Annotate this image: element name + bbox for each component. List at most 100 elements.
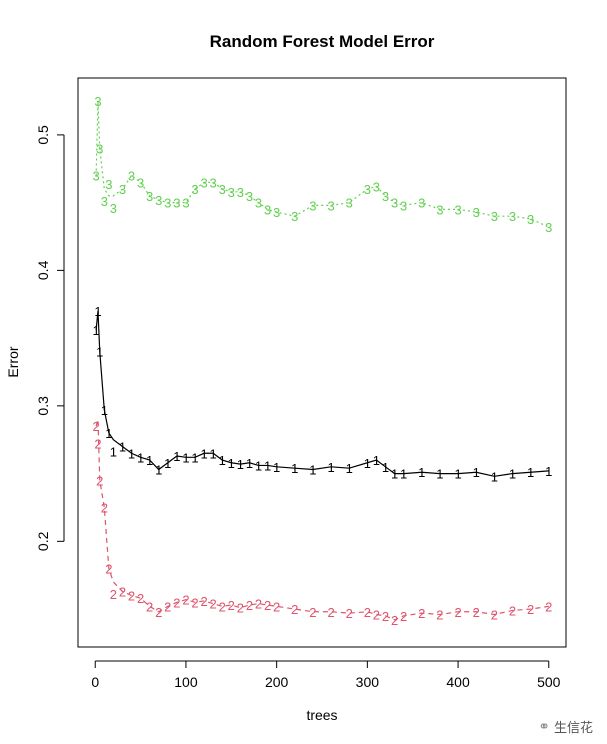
data-point: 3: [173, 196, 180, 211]
data-point: 3: [373, 179, 380, 194]
data-point: 3: [119, 182, 126, 197]
data-point: 2: [382, 609, 389, 624]
data-point: 1: [182, 450, 189, 465]
data-point: 1: [105, 426, 112, 441]
data-point: 1: [210, 446, 217, 461]
data-point: 2: [246, 598, 253, 613]
wechat-icon: ⚭: [538, 718, 550, 734]
data-point: 1: [391, 467, 398, 482]
data-point: 1: [473, 465, 480, 480]
data-point: 2: [436, 607, 443, 622]
data-point: 2: [273, 599, 280, 614]
data-point: 2: [182, 593, 189, 608]
data-point: 2: [94, 436, 101, 451]
data-point: 1: [110, 445, 117, 460]
y-tick-label: 0.5: [35, 125, 51, 145]
series-line: [95, 310, 549, 477]
data-point: 3: [454, 202, 461, 217]
data-point: 3: [436, 202, 443, 217]
data-point: 1: [400, 467, 407, 482]
data-point: 1: [346, 461, 353, 476]
data-point: 2: [327, 605, 334, 620]
data-point: 2: [473, 605, 480, 620]
data-point: 1: [155, 463, 162, 478]
data-point: 2: [309, 605, 316, 620]
data-point: 2: [93, 419, 100, 434]
data-point: 2: [454, 605, 461, 620]
data-point: 2: [373, 607, 380, 622]
data-point: 3: [309, 198, 316, 213]
data-point: 2: [391, 613, 398, 628]
data-point: 3: [137, 175, 144, 190]
data-point: 3: [200, 175, 207, 190]
data-point: 1: [382, 460, 389, 475]
data-point: 1: [94, 304, 101, 319]
data-point: 3: [264, 202, 271, 217]
data-point: 1: [96, 345, 103, 360]
data-point: 1: [436, 467, 443, 482]
data-point: 3: [237, 185, 244, 200]
data-point: 3: [246, 189, 253, 204]
data-point: 2: [264, 598, 271, 613]
data-point: 1: [146, 453, 153, 468]
data-point: 2: [191, 595, 198, 610]
data-point: 3: [146, 189, 153, 204]
data-point: 1: [137, 450, 144, 465]
data-point: 1: [527, 465, 534, 480]
data-point: 1: [545, 464, 552, 479]
data-point: 1: [219, 453, 226, 468]
data-point: 1: [454, 467, 461, 482]
y-tick-label: 0.2: [35, 531, 51, 551]
data-point: 3: [105, 177, 112, 192]
x-tick-label: 500: [537, 674, 561, 690]
data-point: 3: [400, 198, 407, 213]
data-point: 2: [128, 589, 135, 604]
chart-title: Random Forest Model Error: [210, 32, 435, 51]
watermark: ⚭ 生信花: [538, 717, 593, 736]
watermark-text: 生信花: [553, 720, 593, 735]
data-point: 1: [101, 403, 108, 418]
data-point: 2: [173, 595, 180, 610]
x-axis-label: trees: [306, 707, 337, 723]
data-point: 3: [219, 182, 226, 197]
data-point: 1: [418, 465, 425, 480]
data-point: 3: [327, 198, 334, 213]
data-point: 2: [219, 599, 226, 614]
data-point: 1: [164, 456, 171, 471]
data-point: 1: [291, 461, 298, 476]
data-point: 3: [545, 220, 552, 235]
data-point: 3: [291, 209, 298, 224]
x-tick-label: 200: [265, 674, 289, 690]
data-point: 2: [346, 606, 353, 621]
data-point: 3: [155, 193, 162, 208]
data-point: 1: [509, 467, 516, 482]
data-point: 1: [273, 460, 280, 475]
data-point: 3: [509, 209, 516, 224]
data-point: 1: [128, 446, 135, 461]
data-point: 3: [164, 196, 171, 211]
data-point: 3: [473, 205, 480, 220]
data-point: 3: [110, 201, 117, 216]
data-point: 2: [96, 473, 103, 488]
data-point: 2: [105, 561, 112, 576]
data-point: 2: [210, 597, 217, 612]
data-point: 1: [373, 453, 380, 468]
data-point: 3: [94, 94, 101, 109]
data-point: 3: [273, 205, 280, 220]
data-point: 2: [137, 591, 144, 606]
data-point: 3: [182, 196, 189, 211]
data-point: 2: [101, 500, 108, 515]
data-point: 1: [264, 458, 271, 473]
data-point: 3: [228, 185, 235, 200]
data-point: 2: [119, 584, 126, 599]
data-point: 3: [128, 169, 135, 184]
data-point: 1: [309, 463, 316, 478]
data-point: 1: [191, 450, 198, 465]
x-tick-label: 0: [91, 674, 99, 690]
x-tick-label: 400: [446, 674, 470, 690]
data-point: 2: [491, 607, 498, 622]
data-point: 3: [391, 196, 398, 211]
data-point: 3: [527, 212, 534, 227]
